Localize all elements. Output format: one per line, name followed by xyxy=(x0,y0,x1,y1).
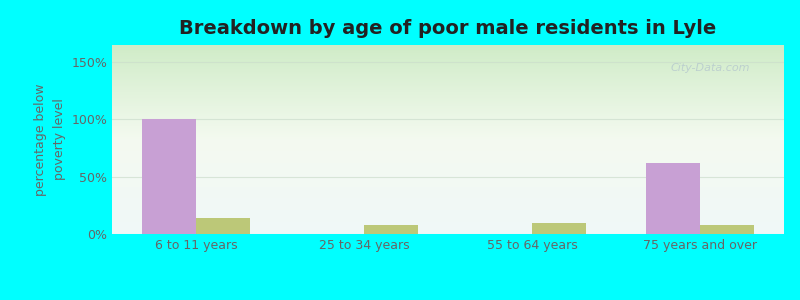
Bar xyxy=(532,223,586,234)
Bar xyxy=(364,225,418,234)
Bar xyxy=(646,163,700,234)
Text: City-Data.com: City-Data.com xyxy=(671,63,750,73)
Bar xyxy=(196,218,250,234)
Bar xyxy=(700,225,754,234)
Bar xyxy=(142,119,196,234)
Y-axis label: percentage below
poverty level: percentage below poverty level xyxy=(34,83,66,196)
Title: Breakdown by age of poor male residents in Lyle: Breakdown by age of poor male residents … xyxy=(179,19,717,38)
